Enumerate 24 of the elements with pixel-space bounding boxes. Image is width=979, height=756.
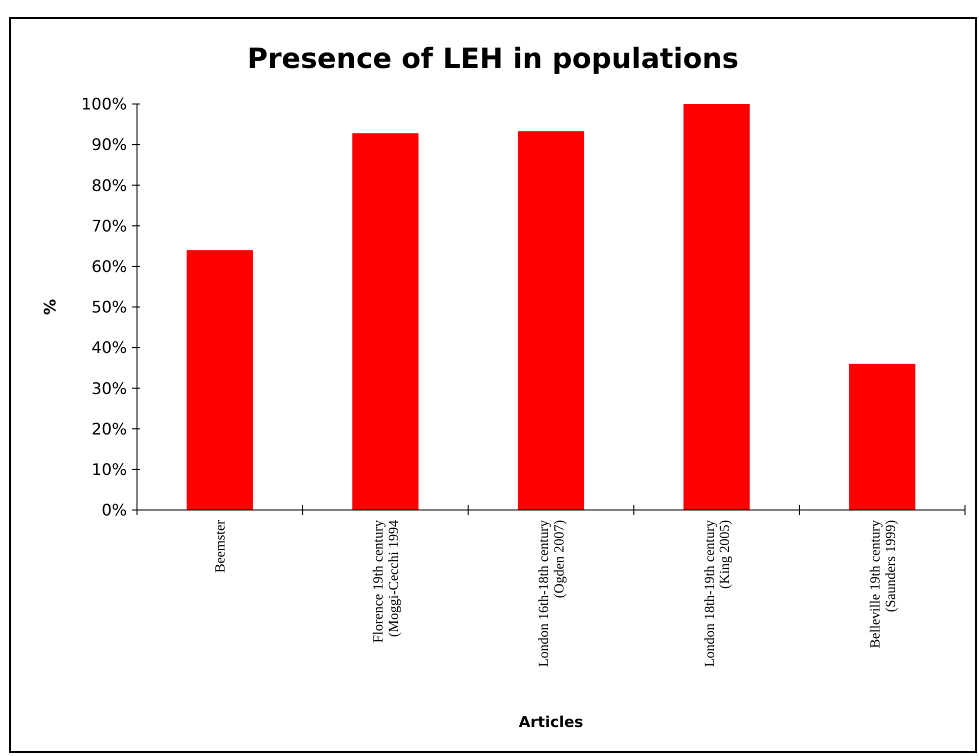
x-tick-label: Beemster — [214, 520, 229, 573]
y-axis-title: % — [40, 298, 60, 316]
x-tick-label: London 18th-19th century (King 2005) — [702, 520, 734, 667]
y-tick-label: 0% — [102, 500, 127, 520]
y-tick-label: 40% — [91, 338, 127, 358]
bar — [352, 133, 419, 510]
y-tick-label: 20% — [91, 419, 127, 438]
y-tick-label: 90% — [91, 135, 127, 154]
x-tick-label: London 16th-18th century (Ogden 2007) — [537, 520, 568, 667]
y-tick-label: 70% — [91, 216, 127, 236]
y-tick-label: 80% — [91, 176, 127, 195]
x-tick-label: Belleville 19th century (Saunders 1999) — [868, 520, 899, 648]
x-tick-label: Florence 19th century (Moggi-Cecchi 1994 — [372, 520, 402, 643]
bar — [518, 131, 584, 510]
chart-title: Presence of LEH in populations — [247, 42, 739, 75]
bar — [849, 364, 916, 510]
y-tick-label: 30% — [91, 378, 127, 398]
x-axis-title: Articles — [518, 713, 584, 731]
y-tick-label: 10% — [91, 460, 127, 479]
y-tick-label: 100% — [81, 94, 127, 114]
y-tick-label: 50% — [91, 298, 127, 317]
bar — [186, 250, 253, 510]
y-tick-label: 60% — [91, 257, 127, 276]
bar — [683, 104, 750, 510]
